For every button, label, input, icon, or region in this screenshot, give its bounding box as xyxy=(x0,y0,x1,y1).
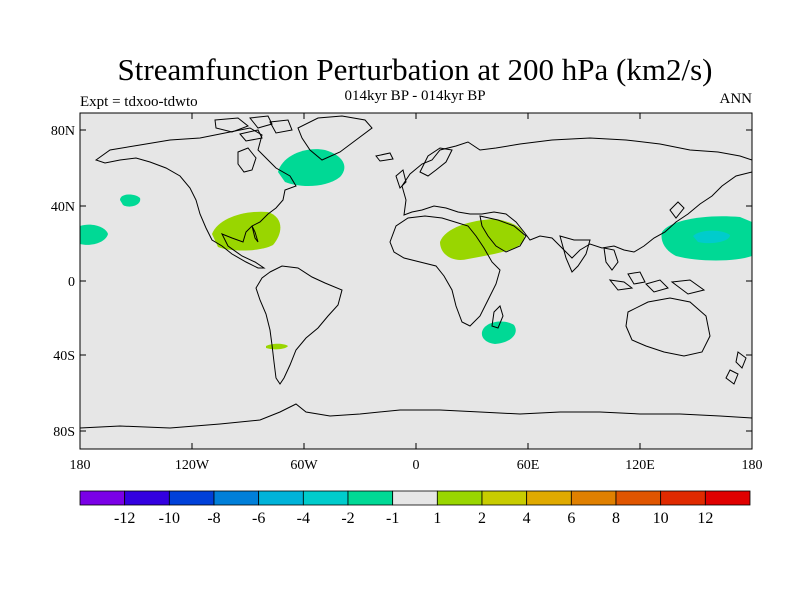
colorbar-box xyxy=(615,490,662,506)
lat-tick-label: 80S xyxy=(53,425,75,440)
colorbar-box xyxy=(660,490,706,506)
colorbar-label: -4 xyxy=(297,510,310,527)
lat-tick-label: 40S xyxy=(53,349,75,364)
experiment-label: Expt = tdxoo-tdwto xyxy=(80,94,198,110)
colorbar-box xyxy=(392,490,438,506)
colorbar-label: -1 xyxy=(386,510,399,527)
colorbar-label: -12 xyxy=(114,510,135,527)
north-africa-positive xyxy=(440,219,525,260)
colorbar-label: 2 xyxy=(478,510,486,527)
colorbar-box xyxy=(258,490,304,506)
colorbar-label: -10 xyxy=(159,510,180,527)
colorbar-box xyxy=(436,490,483,506)
colorbar-box xyxy=(481,490,528,506)
subtitle: 014kyr BP - 014kyr BP xyxy=(344,88,486,104)
colorbar-box xyxy=(302,490,349,506)
colorbar-box xyxy=(347,490,394,506)
colorbar-box xyxy=(526,490,572,506)
colorbar-label: 6 xyxy=(567,510,575,527)
colorbar-box xyxy=(124,490,170,506)
longitude-axis: 180 120W 60W 0 60E 120E 180 xyxy=(70,113,763,473)
colorbar-label: 12 xyxy=(697,510,713,527)
page-title: Streamfunction Perturbation at 200 hPa (… xyxy=(117,52,713,87)
east-pacific-negative xyxy=(80,224,108,245)
lat-tick-label: 0 xyxy=(68,275,75,290)
colorbar-box xyxy=(168,490,215,506)
latitude-axis: 80N 40N 0 40S 80S xyxy=(51,124,752,440)
colorbar-label: 10 xyxy=(653,510,669,527)
lon-tick-label: 180 xyxy=(742,458,763,473)
madagascar-negative xyxy=(481,321,516,344)
lon-tick-label: 180 xyxy=(70,458,91,473)
colorbar-label: -2 xyxy=(341,510,354,527)
lon-tick-label: 120W xyxy=(175,458,210,473)
lat-tick-label: 80N xyxy=(51,124,75,139)
north-atlantic-negative xyxy=(278,149,345,187)
lon-tick-label: 0 xyxy=(413,458,420,473)
lat-tick-label: 40N xyxy=(51,200,75,215)
map-background xyxy=(80,113,752,449)
west-pacific-core xyxy=(693,230,730,244)
colorbar-label: 4 xyxy=(523,510,531,527)
colorbar-label: -8 xyxy=(207,510,220,527)
lon-tick-label: 120E xyxy=(625,458,655,473)
colorbar-box xyxy=(79,490,126,506)
lon-tick-label: 60W xyxy=(290,458,318,473)
lon-tick-label: 60E xyxy=(517,458,540,473)
colorbar-label: 1 xyxy=(433,510,441,527)
colorbar-box xyxy=(570,490,617,506)
north-pacific-negative xyxy=(120,194,141,207)
colorbar-box xyxy=(704,490,751,506)
season-label: ANN xyxy=(719,91,753,107)
colorbar-label: 8 xyxy=(612,510,620,527)
south-america-positive xyxy=(266,343,288,350)
coastlines xyxy=(80,115,752,429)
colorbar-box xyxy=(213,490,260,506)
colorbar: -12 -10 -8 -6 -4 -2 -1 1 2 4 6 8 10 12 xyxy=(79,490,751,527)
colorbar-label: -6 xyxy=(252,510,265,527)
